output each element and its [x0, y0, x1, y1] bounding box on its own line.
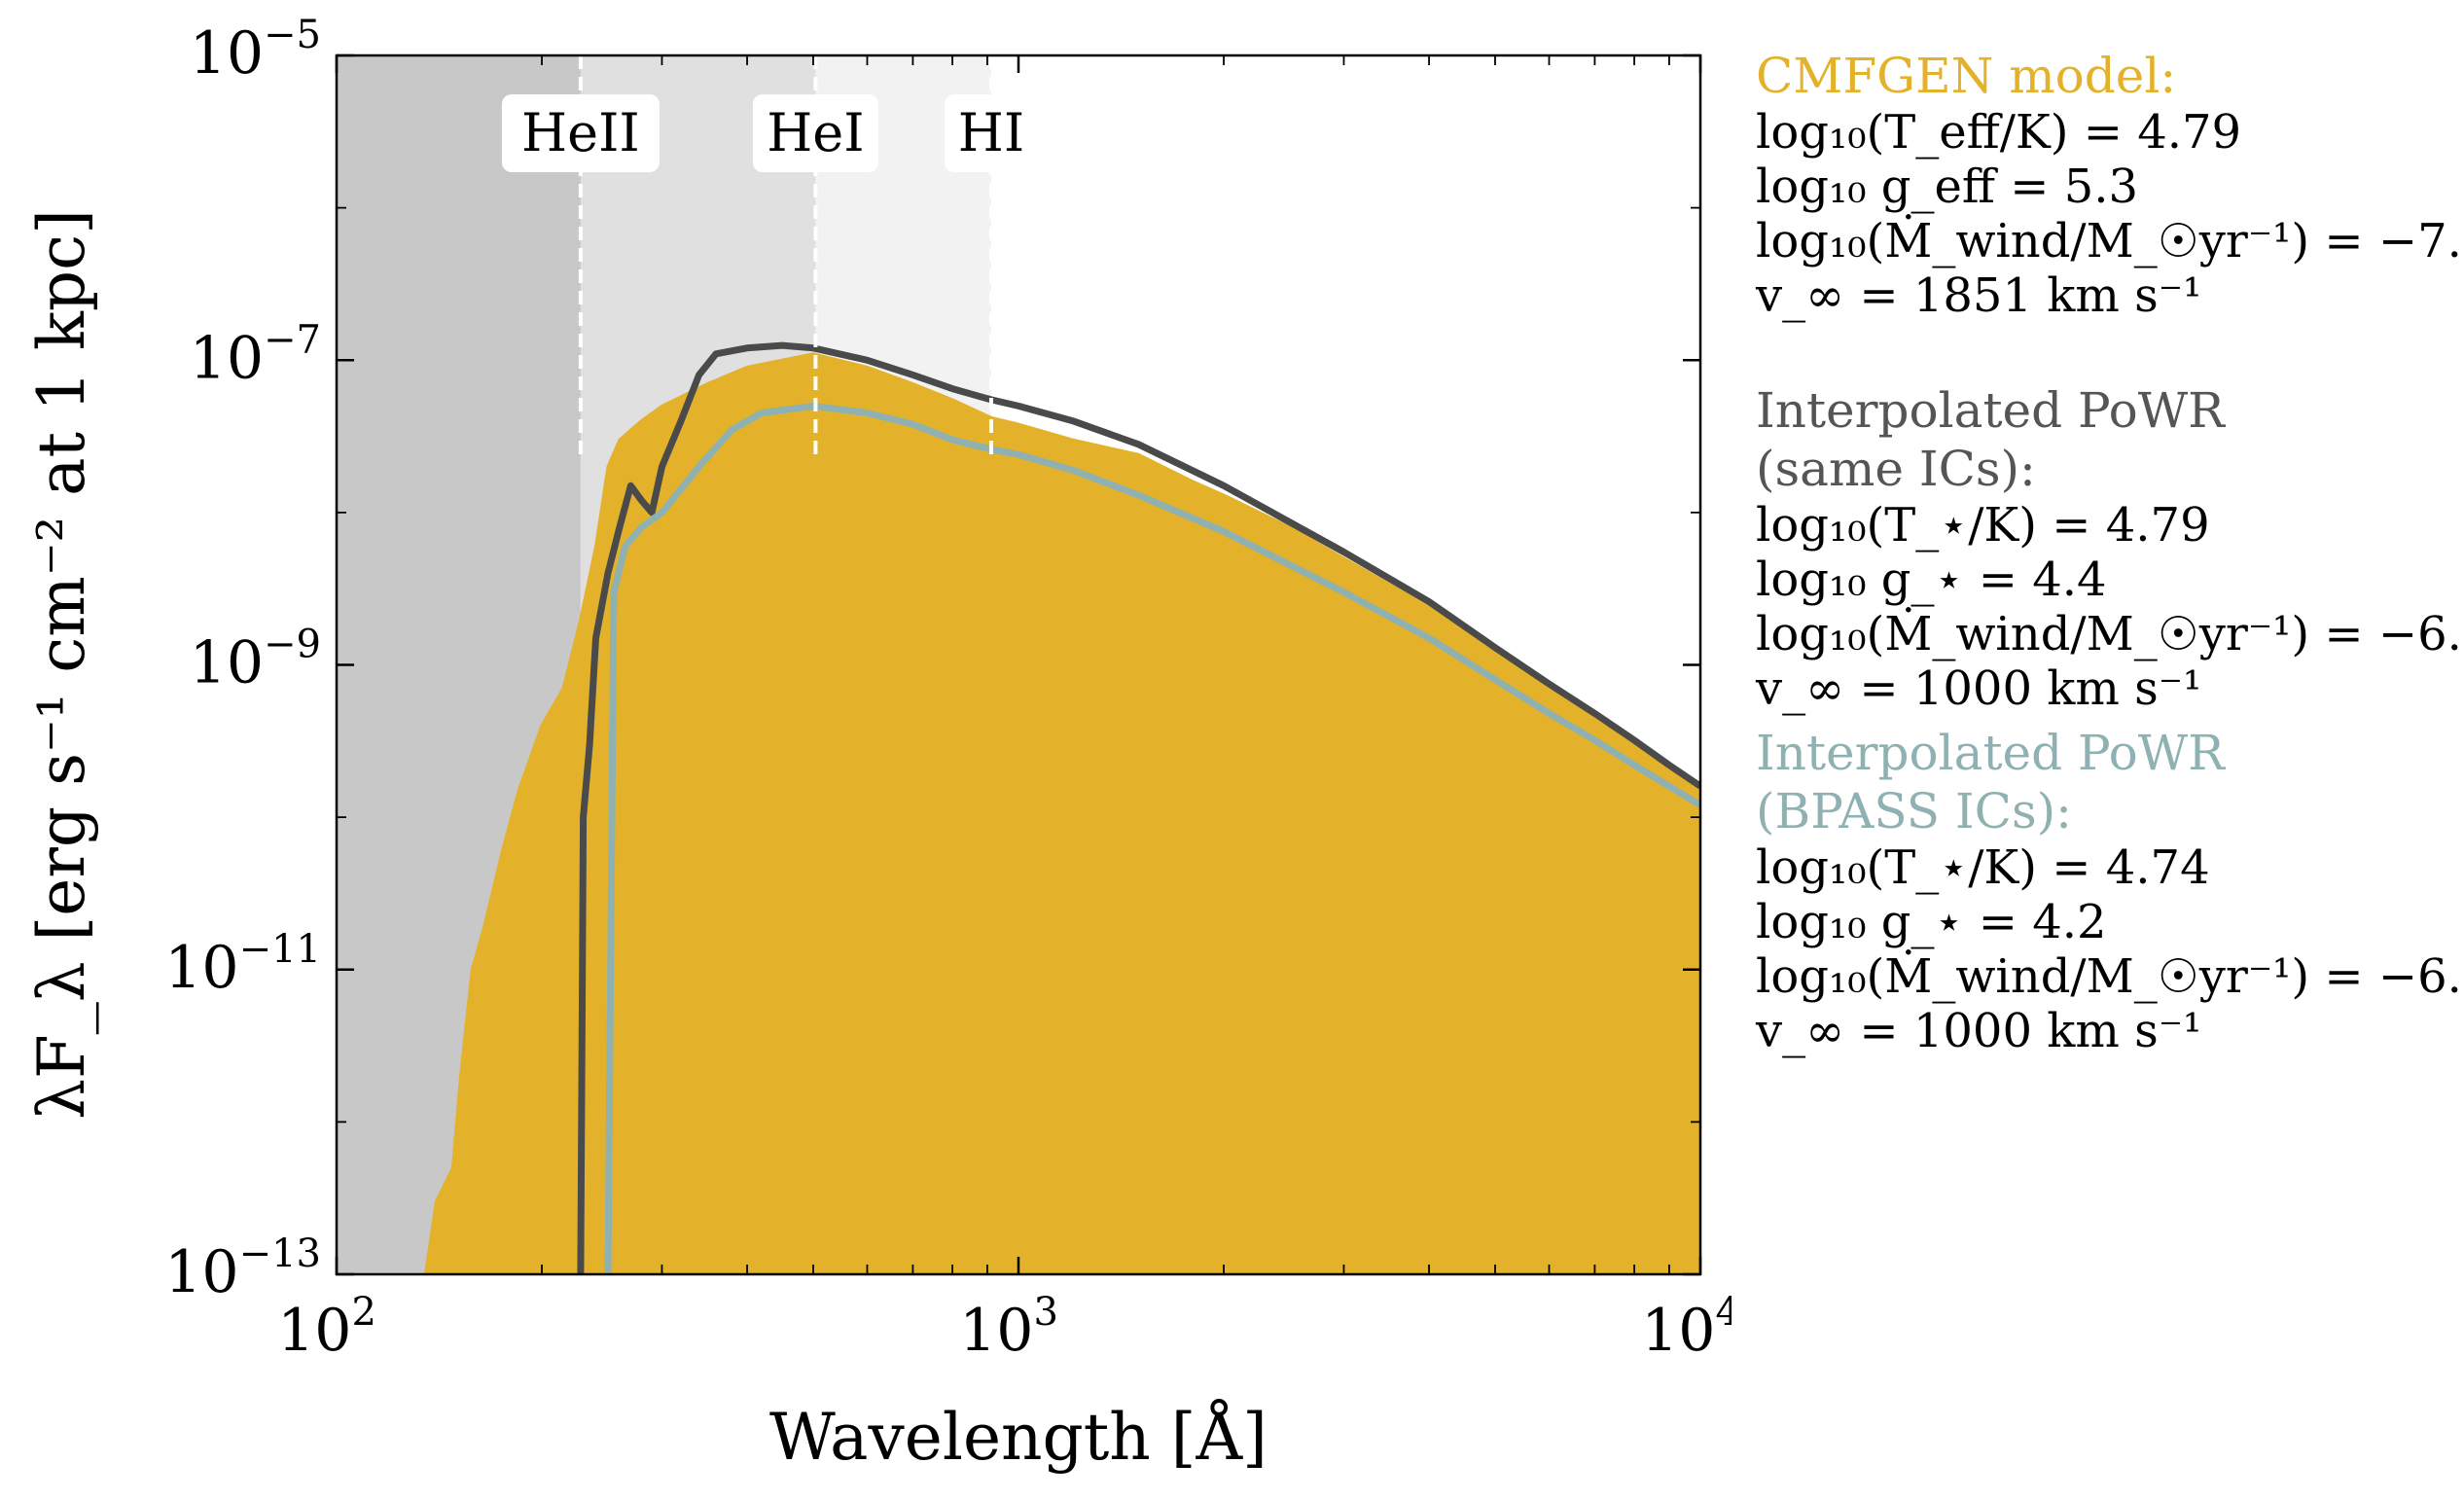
- legend-powr-same-teff: log₁₀(T_⋆/K) = 4.79: [1756, 498, 2210, 553]
- legend: CMFGEN model: log₁₀(T_eff/K) = 4.79 log₁…: [1756, 47, 2464, 1095]
- legend-powr-bpass-title-2: (BPASS ICs):: [1756, 783, 2072, 839]
- legend-powr-same-mdot: log₁₀(Ṁ_wind/M_☉yr⁻¹) = −6.2: [1756, 607, 2464, 661]
- legend-powr-bpass-title-1: Interpolated PoWR: [1756, 725, 2225, 781]
- legend-cmfgen-teff: log₁₀(T_eff/K) = 4.79: [1756, 105, 2242, 160]
- edge-label-hei: HeI: [767, 102, 864, 163]
- legend-powr-bpass-g: log₁₀ g_⋆ = 4.2: [1756, 895, 2107, 949]
- y-tick-label: 10−13: [164, 1231, 321, 1306]
- x-tick-label: 103: [959, 1290, 1058, 1365]
- edge-label-heii: HeII: [521, 102, 640, 163]
- legend-powr-same-title-2: (same ICs):: [1756, 441, 2036, 497]
- legend-powr-same-g: log₁₀ g_⋆ = 4.4: [1756, 553, 2107, 607]
- legend-cmfgen-title: CMFGEN model:: [1756, 48, 2177, 104]
- x-tick-label: 104: [1641, 1290, 1732, 1365]
- legend-powr-bpass-mdot: log₁₀(Ṁ_wind/M_☉yr⁻¹) = −6.2: [1756, 949, 2464, 1004]
- legend-cmfgen: CMFGEN model: log₁₀(T_eff/K) = 4.79 log₁…: [1756, 47, 2464, 323]
- legend-cmfgen-mdot: log₁₀(Ṁ_wind/M_☉yr⁻¹) = −7.5: [1756, 214, 2464, 268]
- y-tick-label: 10−7: [190, 317, 321, 392]
- legend-powr-bpass: Interpolated PoWR (BPASS ICs): log₁₀(T_⋆…: [1756, 724, 2464, 1058]
- y-tick-label: 10−11: [164, 927, 321, 1002]
- y-tick-label: 10−5: [190, 13, 321, 88]
- legend-powr-same-vinf: v_∞ = 1000 km s⁻¹: [1756, 661, 2202, 716]
- legend-cmfgen-vinf: v_∞ = 1851 km s⁻¹: [1756, 268, 2202, 323]
- y-tick-label: 10−9: [190, 623, 321, 697]
- series-cmfgen-model-fill: [423, 352, 1700, 1274]
- x-axis-title: Wavelength [Å]: [769, 1400, 1268, 1475]
- series-interpolated-powr-same-ics-line: [577, 341, 1700, 1274]
- legend-powr-same-title-1: Interpolated PoWR: [1756, 382, 2225, 439]
- edge-label-box-hei: [752, 94, 878, 172]
- edge-label-box-heii: [501, 94, 660, 172]
- legend-powr-bpass-vinf: v_∞ = 1000 km s⁻¹: [1756, 1004, 2202, 1058]
- edge-label-hi: HI: [958, 102, 1024, 163]
- edge-label-box-hi: [944, 94, 1038, 172]
- legend-powr-same: Interpolated PoWR (same ICs): log₁₀(T_⋆/…: [1756, 381, 2464, 716]
- y-axis-title: λF_λ [erg s⁻¹ cm⁻² at 1 kpc]: [24, 209, 99, 1120]
- legend-powr-bpass-teff: log₁₀(T_⋆/K) = 4.74: [1756, 840, 2210, 895]
- sed-chart: HeII HeI HI 102 103 104 10−5 10−7 10−9 10−11 10−1…: [24, 13, 1732, 1475]
- legend-cmfgen-g: log₁₀ g_eff = 5.3: [1756, 160, 2139, 214]
- x-tick-label: 102: [277, 1290, 376, 1365]
